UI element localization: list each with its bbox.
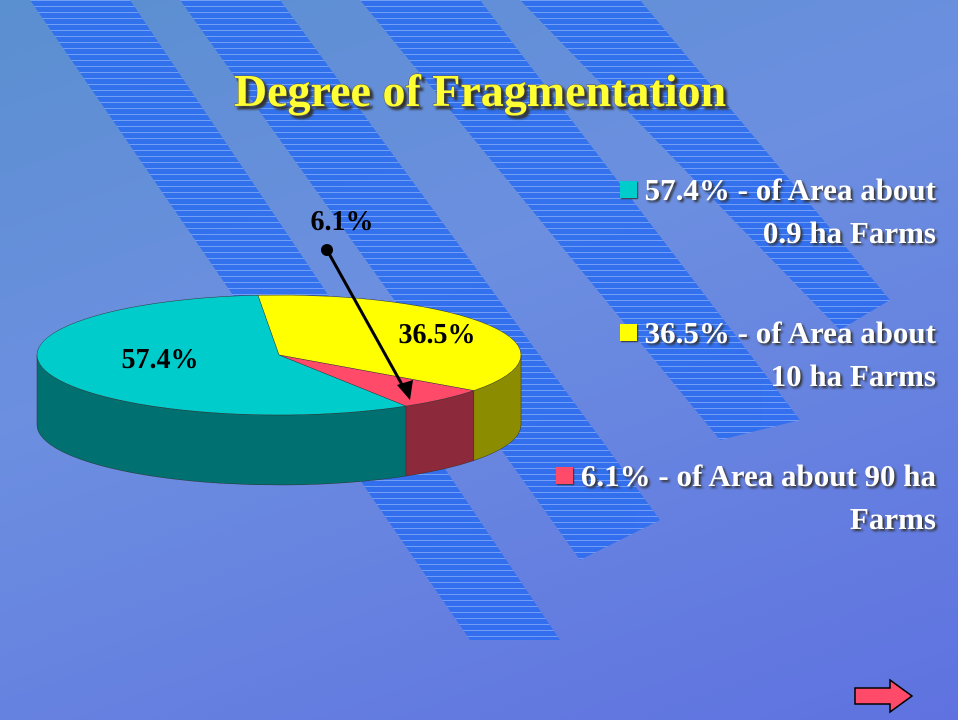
legend-entry: 57.4% - of Area about 0.9 ha Farms	[586, 168, 936, 255]
legend-swatch	[556, 467, 573, 484]
chart-title: Degree of Fragmentation	[234, 65, 726, 116]
legend-entry: 6.1% - of Area about 90 ha Farms	[536, 454, 936, 541]
legend-text: 6.1% - of Area about 90 ha Farms	[581, 458, 936, 536]
legend-entry: 36.5% - of Area about 10 ha Farms	[586, 311, 936, 398]
legend-swatch	[620, 324, 637, 341]
slide: Degree of Fragmentation 36.5% 6.1% 57.4% 5…	[0, 0, 958, 720]
legend-text: 57.4% - of Area about 0.9 ha Farms	[645, 172, 936, 250]
legend: 57.4% - of Area about 0.9 ha Farms 36.5% …	[536, 168, 936, 596]
next-arrow[interactable]	[855, 680, 912, 712]
legend-text: 36.5% - of Area about 10 ha Farms	[645, 315, 936, 393]
data-label: 36.5%	[399, 319, 476, 350]
legend-swatch	[620, 181, 637, 198]
data-label: 6.1%	[311, 206, 374, 237]
data-label: 57.4%	[122, 344, 199, 375]
